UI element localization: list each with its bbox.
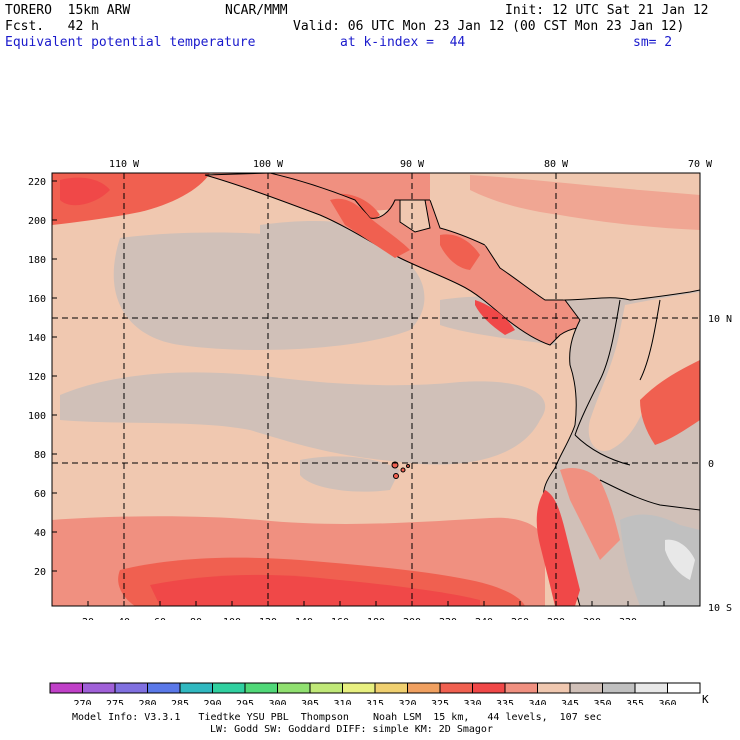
lon-label: 90 W [400,159,425,170]
y-tick-label: 60 [34,489,46,500]
model-info-line2: LW: Godd SW: Goddard DIFF: simple KM: 2D… [210,724,493,735]
weather-map: 110 W 100 W 90 W 80 W 70 W 10 N 0 10 S 2… [28,159,732,620]
x-tick-label: 200 [403,617,421,620]
colorbar-swatch [569,682,603,694]
graticule [52,173,700,606]
colorbar-swatch [49,682,83,694]
colorbar-swatch [504,682,538,694]
forecast-hour: Fcst. 42 h [5,19,99,34]
x-tick-label: 40 [118,617,130,620]
y-tick-label: 160 [28,294,46,305]
colorbar-swatch [472,682,506,694]
valid-time: Valid: 06 UTC Mon 23 Jan 12 (00 CST Mon … [293,19,685,34]
colorbar-swatch [179,682,213,694]
colorbar-label: 320 [398,699,416,705]
y-tick-label: 220 [28,177,46,188]
colorbar-swatch [374,682,408,694]
colorbar-label: 340 [528,699,546,705]
y-tick-label: 40 [34,528,46,539]
x-tick-label: 60 [154,617,166,620]
y-tick-label: 200 [28,216,46,227]
lon-label: 80 W [544,159,569,170]
colorbar-label: 300 [268,699,286,705]
level-label: at k-index = 44 [340,35,466,50]
init-time: Init: 12 UTC Sat 21 Jan 12 [505,3,709,18]
colorbar-label: 270 [73,699,91,705]
colorbar-swatch [114,682,148,694]
colorbar-swatch [212,682,246,694]
colorbar: 270 275 280 285 290 295 300 305 310 315 320 325 330 3… [49,682,709,705]
x-tick-label: 240 [475,617,493,620]
colorbar-label: 355 [626,699,644,705]
y-tick-label: 100 [28,411,46,422]
colorbar-label: 295 [236,699,254,705]
x-tick-label: 100 [223,617,241,620]
colorbar-label: 335 [496,699,514,705]
x-tick-label: 160 [331,617,349,620]
y-tick-label: 120 [28,372,46,383]
colorbar-swatch [407,682,441,694]
colorbar-swatch [309,682,343,694]
x-tick-label: 300 [583,617,601,620]
x-tick-label: 220 [439,617,457,620]
lat-label: 10 S [708,603,732,614]
colorbar-label: 290 [203,699,221,705]
colorbar-swatch [277,682,311,694]
colorbar-swatch [244,682,278,694]
x-tick-label: 80 [190,617,202,620]
x-tick-label: 320 [619,617,637,620]
colorbar-swatch [147,682,181,694]
y-tick-label: 80 [34,450,46,461]
colorbar-swatch [667,682,701,694]
smoothing-label: sm= 2 [633,35,673,50]
colorbar-unit: K [702,693,709,705]
y-tick-label: 140 [28,333,46,344]
lon-label: 100 W [253,159,284,170]
colorbar-swatch [634,682,668,694]
y-tick-label: 180 [28,255,46,266]
colorbar-label: 285 [171,699,189,705]
field-name: Equivalent potential temperature [5,35,256,50]
lon-label: 110 W [109,159,140,170]
x-tick-label: 180 [367,617,385,620]
colorbar-swatch [537,682,571,694]
x-tick-label: 140 [295,617,313,620]
center-label: NCAR/MMM [225,3,288,18]
colorbar-label: 330 [463,699,481,705]
model-title: TORERO 15km ARW [5,3,131,18]
colorbar-label: 360 [658,699,676,705]
x-tick-label: 20 [82,617,94,620]
x-tick-label: 260 [511,617,529,620]
colorbar-label: 350 [593,699,611,705]
colorbar-label: 280 [138,699,156,705]
colorbar-swatches [49,682,701,694]
colorbar-label: 315 [366,699,384,705]
colorbar-swatch [342,682,376,694]
lat-label: 0 [708,459,714,470]
x-tick-label: 120 [259,617,277,620]
lon-label: 70 W [688,159,713,170]
lat-label: 10 N [708,314,732,325]
colorbar-label: 275 [106,699,124,705]
colorbar-label: 305 [301,699,319,705]
theta-e-field [52,173,700,606]
colorbar-swatch [439,682,473,694]
colorbar-swatch [82,682,116,694]
colorbar-label: 345 [561,699,579,705]
colorbar-swatch [602,682,636,694]
colorbar-labels: 270 275 280 285 290 295 300 305 310 315 320 325 330 3… [73,699,676,705]
colorbar-label: 310 [333,699,351,705]
x-tick-label: 280 [547,617,565,620]
y-tick-label: 20 [34,567,46,578]
colorbar-label: 325 [431,699,449,705]
model-info-line1: Model Info: V3.3.1 Tiedtke YSU PBL Thomp… [72,712,602,723]
